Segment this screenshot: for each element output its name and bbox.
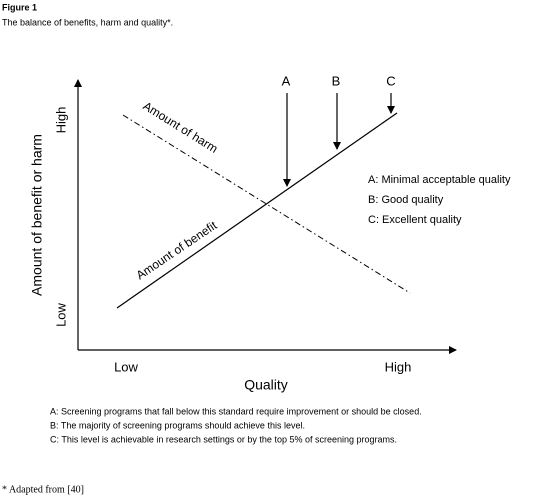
note: A: Screening programs that fall below th…: [50, 406, 422, 416]
note: C: This level is achievable in research …: [50, 434, 397, 444]
harm-line: [122, 114, 411, 294]
figure-label: Figure 1: [2, 2, 37, 12]
marker-label: A: [282, 73, 291, 88]
footnote: * Adapted from [40]: [2, 484, 84, 495]
marker-label: B: [332, 73, 341, 88]
x-low-label: Low: [114, 359, 138, 374]
x-axis-label: Quality: [244, 377, 288, 393]
legend-item: C: Excellent quality: [368, 214, 462, 226]
note: B: The majority of screening programs sh…: [50, 420, 305, 430]
marker-label: C: [386, 73, 395, 88]
y-axis-label: Amount of benefit or harm: [29, 134, 45, 296]
benefit-line: [116, 112, 398, 309]
figure-caption: The balance of benefits, harm and qualit…: [2, 17, 173, 27]
y-high-label: High: [53, 107, 68, 134]
legend-item: A: Minimal acceptable quality: [368, 174, 511, 186]
legend-item: B: Good quality: [368, 194, 444, 206]
benefit-label: Amount of benefit: [134, 218, 220, 283]
harm-label: Amount of harm: [141, 99, 221, 156]
y-low-label: Low: [53, 302, 68, 326]
x-high-label: High: [385, 359, 412, 374]
